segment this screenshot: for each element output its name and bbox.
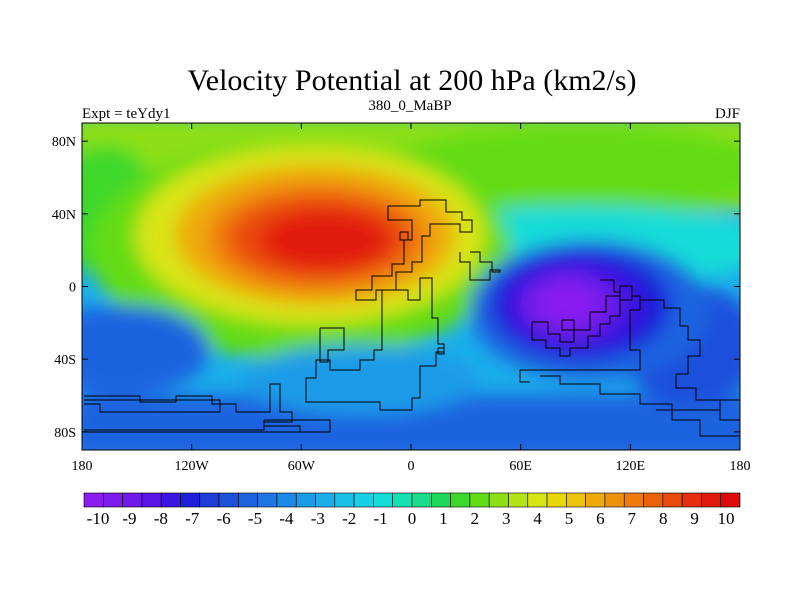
colorbar-label-12: 2 bbox=[471, 509, 480, 528]
light-blue-south bbox=[240, 345, 480, 415]
colorbar-box-23 bbox=[527, 492, 548, 508]
outline-indian-ocean-islands bbox=[561, 319, 575, 331]
colorbar-box-30 bbox=[662, 492, 683, 508]
outline-small-island-2 bbox=[399, 231, 409, 241]
colorbar-label-7: -3 bbox=[311, 509, 325, 528]
outline-africa bbox=[305, 277, 445, 411]
y-tick-label-4: 80S bbox=[54, 426, 76, 441]
colorbar-label-5: -5 bbox=[248, 509, 262, 528]
colorbar-label-15: 5 bbox=[565, 509, 574, 528]
x-tick-label-2: 60W bbox=[288, 459, 316, 474]
colorbar-label-1: -9 bbox=[122, 509, 136, 528]
colorbar-box-14 bbox=[353, 492, 374, 508]
colorbar-label-4: -6 bbox=[217, 509, 231, 528]
colorbar-label-13: 3 bbox=[502, 509, 511, 528]
colorbar-box-8 bbox=[238, 492, 258, 508]
colorbar-box-17 bbox=[411, 492, 432, 508]
outline-europe bbox=[355, 199, 473, 301]
colorbar-label-19: 9 bbox=[690, 509, 699, 528]
colorbar-label-16: 6 bbox=[596, 509, 605, 528]
colorbar-box-26 bbox=[585, 492, 606, 508]
colorbar-label-0: -10 bbox=[87, 509, 110, 528]
colorbar-box-22 bbox=[508, 492, 529, 508]
x-tick-label-0: 180 bbox=[72, 459, 93, 474]
colorbar-box-1 bbox=[102, 492, 123, 508]
x-tick-label-1: 120W bbox=[175, 459, 210, 474]
colorbar-label-6: -4 bbox=[279, 509, 294, 528]
colorbar-label-11: 1 bbox=[439, 509, 448, 528]
trough-core bbox=[536, 283, 596, 323]
subtitle-center: 380_0_MaBP bbox=[368, 98, 451, 114]
outline-americas-band bbox=[84, 383, 293, 431]
x-axis: 180 120W 60W 0 60E 120E 180 bbox=[72, 123, 751, 474]
colorbar-box-9 bbox=[257, 492, 278, 508]
colorbar-box-11 bbox=[295, 492, 316, 508]
outline-east-pacific bbox=[656, 399, 740, 411]
colorbar-box-31 bbox=[681, 492, 702, 508]
colorbar-box-12 bbox=[315, 492, 336, 508]
colorbar-box-0 bbox=[83, 492, 104, 508]
blue-south-west bbox=[82, 305, 210, 395]
colorbar-box-6 bbox=[199, 492, 220, 508]
colorbar-box-21 bbox=[488, 492, 509, 508]
colorbar-box-7 bbox=[218, 492, 239, 508]
colorbar-box-2 bbox=[122, 492, 143, 508]
outline-antarctic-west bbox=[84, 399, 221, 413]
colorbar-box-25 bbox=[566, 492, 586, 508]
colorbar-box-16 bbox=[392, 492, 413, 508]
chart-title: Velocity Potential at 200 hPa (km2/s) bbox=[187, 64, 636, 97]
subtitle-right: DJF bbox=[715, 106, 740, 122]
colorbar-box-29 bbox=[643, 492, 664, 508]
y-tick-label-0: 80N bbox=[52, 135, 76, 150]
colorbar-label-8: -2 bbox=[342, 509, 356, 528]
colorbar-box-13 bbox=[334, 492, 355, 508]
y-tick-label-3: 40S bbox=[54, 353, 76, 368]
y-axis: 80N 40N 0 40S 80S bbox=[52, 135, 740, 441]
colorbar-label-10: 0 bbox=[408, 509, 417, 528]
colorbar-box-3 bbox=[141, 492, 162, 508]
colorbar-box-33 bbox=[720, 492, 741, 508]
colorbar-labels: -10 -9 -8 -7 -6 -5 -4 -3 -2 -1 0 1 2 3 4 5 6 7 8 9 10 bbox=[87, 509, 735, 528]
lobe-red bbox=[260, 210, 390, 270]
colorbar-box-19 bbox=[450, 492, 471, 508]
outline-small-island-1 bbox=[437, 347, 445, 355]
y-tick-label-1: 40N bbox=[52, 208, 76, 223]
colorbar-box-18 bbox=[430, 492, 451, 508]
colorbar-label-3: -7 bbox=[185, 509, 200, 528]
colorbar-box-15 bbox=[373, 492, 394, 508]
colorbar-box-24 bbox=[546, 492, 567, 508]
colorbar-label-17: 7 bbox=[628, 509, 637, 528]
colorbar-box-20 bbox=[469, 492, 490, 508]
colorbar-box-27 bbox=[604, 492, 625, 508]
y-tick-label-2: 0 bbox=[69, 281, 76, 296]
colorbar-box-28 bbox=[623, 492, 644, 508]
colorbar-label-14: 4 bbox=[533, 509, 542, 528]
outline-southern-ocean-east bbox=[540, 375, 740, 437]
field-shading bbox=[82, 123, 740, 450]
outline-west-africa bbox=[319, 327, 345, 363]
colorbar-box-5 bbox=[180, 492, 201, 508]
field-layer bbox=[82, 123, 740, 450]
outline-southeast-asia bbox=[519, 279, 641, 383]
outline-australia bbox=[640, 299, 740, 421]
x-tick-label-5: 120E bbox=[616, 459, 646, 474]
continent-outlines bbox=[84, 199, 740, 437]
x-tick-label-4: 60E bbox=[509, 459, 532, 474]
colorbar-label-9: -1 bbox=[374, 509, 388, 528]
colorbar bbox=[83, 492, 741, 508]
colorbar-label-18: 8 bbox=[659, 509, 668, 528]
colorbar-label-20: 10 bbox=[718, 509, 735, 528]
subtitle-left: Expt = teYdy1 bbox=[82, 106, 170, 122]
x-tick-label-6: 180 bbox=[730, 459, 751, 474]
colorbar-box-4 bbox=[160, 492, 181, 508]
colorbar-box-10 bbox=[276, 492, 297, 508]
colorbar-box-32 bbox=[701, 492, 722, 508]
x-tick-label-3: 0 bbox=[408, 459, 415, 474]
outline-asia-arc bbox=[459, 251, 501, 281]
colorbar-label-2: -8 bbox=[154, 509, 168, 528]
